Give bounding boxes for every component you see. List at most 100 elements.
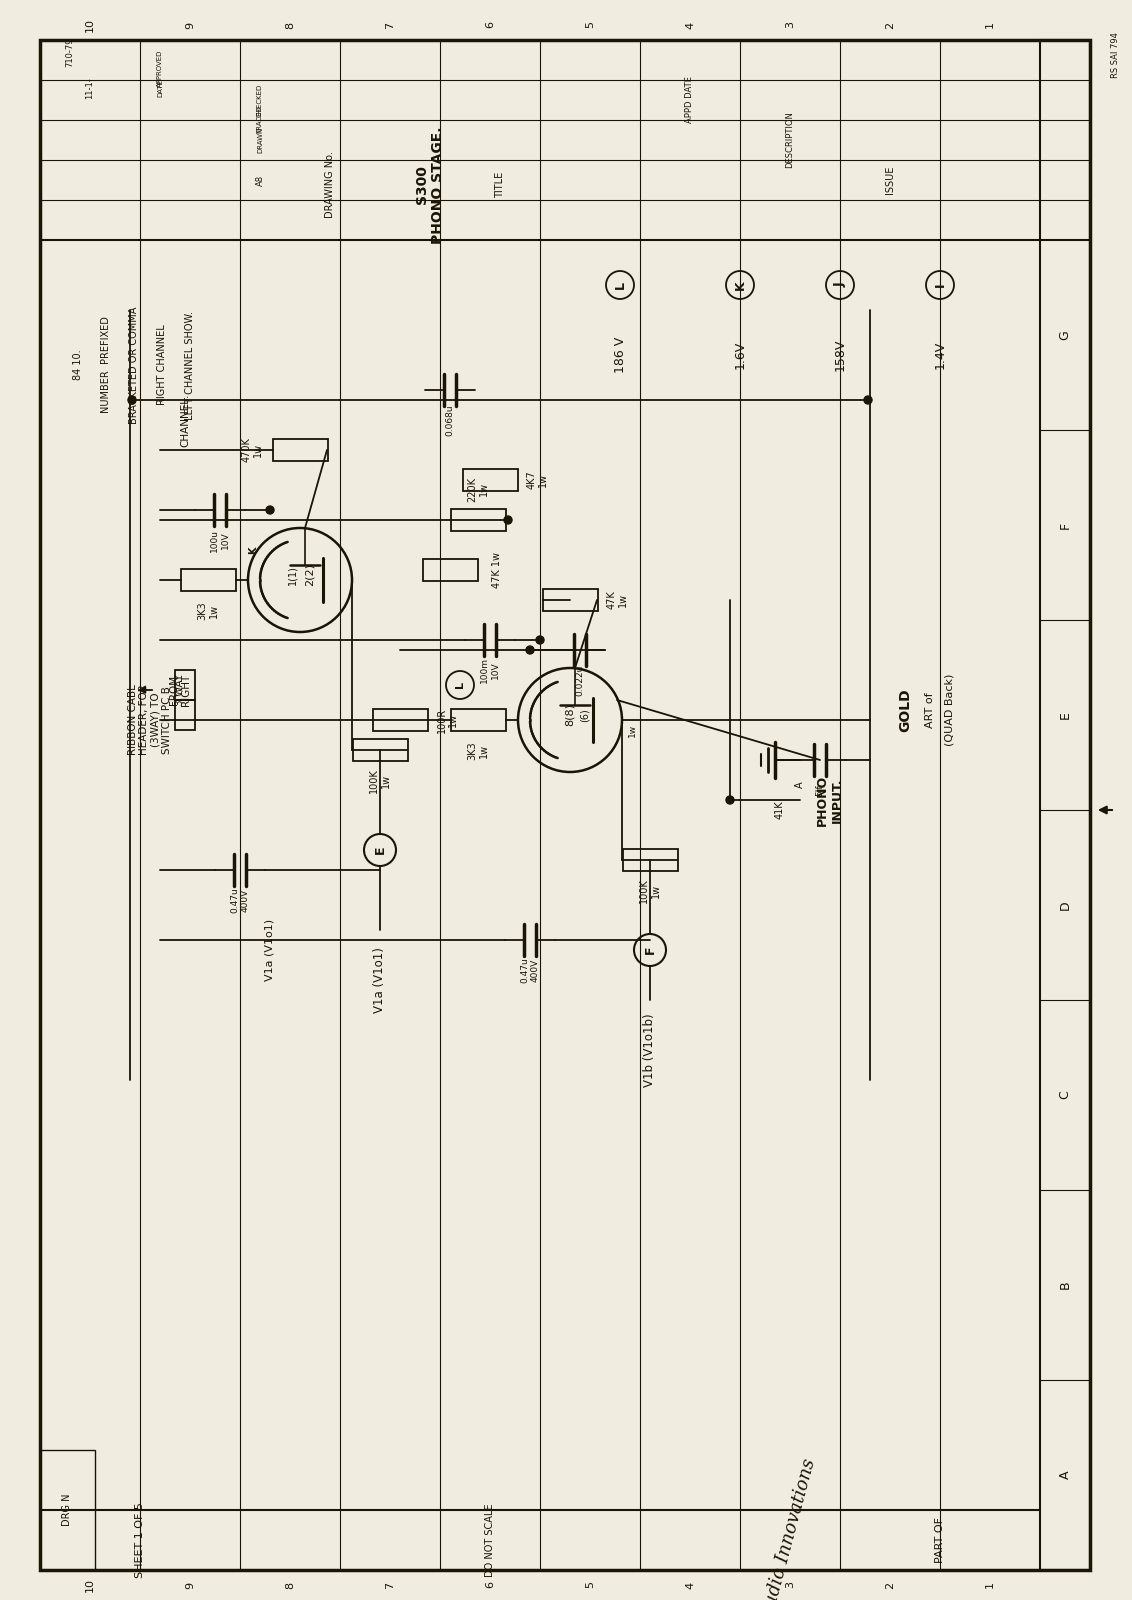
Text: 5lf: 5lf [815,784,824,795]
Text: 6: 6 [484,1581,495,1589]
Text: SHEET 1 OF 5: SHEET 1 OF 5 [135,1502,145,1578]
Text: 100R
1w: 100R 1w [437,707,458,733]
Text: V1b (V1o1b): V1b (V1o1b) [643,1013,657,1086]
Text: 10: 10 [85,18,95,32]
Text: 10: 10 [85,1578,95,1592]
Text: 8: 8 [285,21,295,29]
Text: 0.47u
400V: 0.47u 400V [521,957,540,982]
Text: 220K
1w: 220K 1w [468,477,489,501]
Text: B: B [1058,1280,1072,1290]
Text: RIBBON CABL
HEADER, FOR
(3WAY) TO
SWITCH PC B: RIBBON CABL HEADER, FOR (3WAY) TO SWITCH… [128,685,172,755]
Text: 1w: 1w [627,723,636,736]
Text: 100K
1w: 100K 1w [640,878,661,904]
Text: V1a (V1o1): V1a (V1o1) [265,918,275,981]
Text: NUMBER  PREFIXED: NUMBER PREFIXED [101,317,111,413]
Text: CHANNEL.: CHANNEL. [180,394,190,446]
Text: APPROVED: APPROVED [157,50,163,86]
Text: 5: 5 [585,21,595,29]
Circle shape [266,506,274,514]
Text: DATE: DATE [157,78,163,98]
Text: 4: 4 [685,1581,695,1589]
Circle shape [504,515,512,525]
Text: RIGHT CHANNEL: RIGHT CHANNEL [157,325,168,405]
Text: RS SAI 794: RS SAI 794 [1110,32,1120,78]
Circle shape [128,395,136,403]
Text: A: A [1058,1470,1072,1480]
Text: ART of: ART of [925,693,935,728]
Text: DRG N: DRG N [62,1494,72,1526]
Text: DESCRIPTION: DESCRIPTION [786,112,795,168]
Text: 3: 3 [784,1581,795,1589]
Text: 186 V: 186 V [614,338,626,373]
Text: (6): (6) [580,709,590,722]
Text: 2(2): 2(2) [305,563,315,587]
Text: 1.6V: 1.6V [734,341,746,370]
Text: A8: A8 [256,174,265,186]
Text: J: J [833,283,847,288]
Text: F: F [1058,522,1072,528]
Text: 158V: 158V [833,339,847,371]
Text: 2: 2 [885,21,895,29]
Text: DO NOT SCALE: DO NOT SCALE [484,1504,495,1576]
Text: 8: 8 [285,1581,295,1589]
Text: 41K: 41K [775,800,784,819]
Text: 9: 9 [185,1581,195,1589]
Text: GOLD: GOLD [898,688,912,731]
Text: 11-1-: 11-1- [86,77,94,99]
Circle shape [864,395,872,403]
Text: 710-79: 710-79 [66,37,75,67]
Text: 7: 7 [385,1581,395,1589]
Text: 4K7
1w: 4K7 1w [526,470,548,490]
Text: V1a (V1o1): V1a (V1o1) [374,947,386,1013]
Text: 47K 1w: 47K 1w [492,552,503,587]
Text: 0.47u
400V: 0.47u 400V [230,886,250,914]
Text: F: F [643,946,657,954]
Text: I: I [934,283,946,288]
Text: DRAWING No.: DRAWING No. [325,152,335,219]
Text: (QUAD Back): (QUAD Back) [945,674,955,746]
Circle shape [526,646,534,654]
Text: 0.022u: 0.022u [575,664,584,696]
Text: A: A [795,782,805,789]
Text: 470K
1w: 470K 1w [242,437,264,462]
Text: 3K3
1w: 3K3 1w [197,602,218,621]
Text: D: D [1058,901,1072,910]
Text: 9: 9 [185,21,195,29]
Text: 1: 1 [985,1581,995,1589]
Text: 4: 4 [685,21,695,29]
Text: 1.4V: 1.4V [934,341,946,370]
Text: CHECKED: CHECKED [257,83,263,117]
Text: 7: 7 [385,21,395,29]
Text: 100m
10V: 100m 10V [480,658,499,683]
Text: DRAWN: DRAWN [257,126,263,154]
Text: L: L [614,282,626,290]
Text: PART OF: PART OF [935,1517,945,1563]
Text: K: K [734,280,746,290]
Text: 8(8): 8(8) [565,704,575,726]
Text: TITLE: TITLE [495,171,505,198]
Circle shape [535,635,544,643]
Circle shape [726,795,734,803]
Text: 1: 1 [985,21,995,29]
Text: S300
PHONO STAGE.: S300 PHONO STAGE. [415,126,445,243]
Text: 3: 3 [784,21,795,29]
Text: BRACKETED OR COMMA: BRACKETED OR COMMA [129,306,139,424]
Text: 0.068u: 0.068u [446,405,455,435]
Text: G: G [1058,330,1072,339]
Text: E: E [1058,710,1072,718]
Text: 6: 6 [484,21,495,29]
Text: ISSUE: ISSUE [885,166,895,194]
Text: 1(1): 1(1) [288,565,297,586]
Text: 84 10.: 84 10. [72,350,83,381]
Text: L: L [455,682,465,688]
Text: PHONO
INPUT.: PHONO INPUT. [816,774,844,826]
Text: 2: 2 [885,1581,895,1589]
Text: APPD DATE: APPD DATE [686,77,695,123]
Text: 100u
10V: 100u 10V [211,528,230,552]
Text: 5: 5 [585,1581,595,1589]
Text: FROM
RIGHT: FROM RIGHT [169,674,191,706]
Text: 3K3
1w: 3K3 1w [468,742,489,760]
Text: K: K [248,546,258,554]
Text: 47K
1w: 47K 1w [607,590,628,610]
Text: LEFT CHANNEL SHOW.: LEFT CHANNEL SHOW. [185,310,195,419]
